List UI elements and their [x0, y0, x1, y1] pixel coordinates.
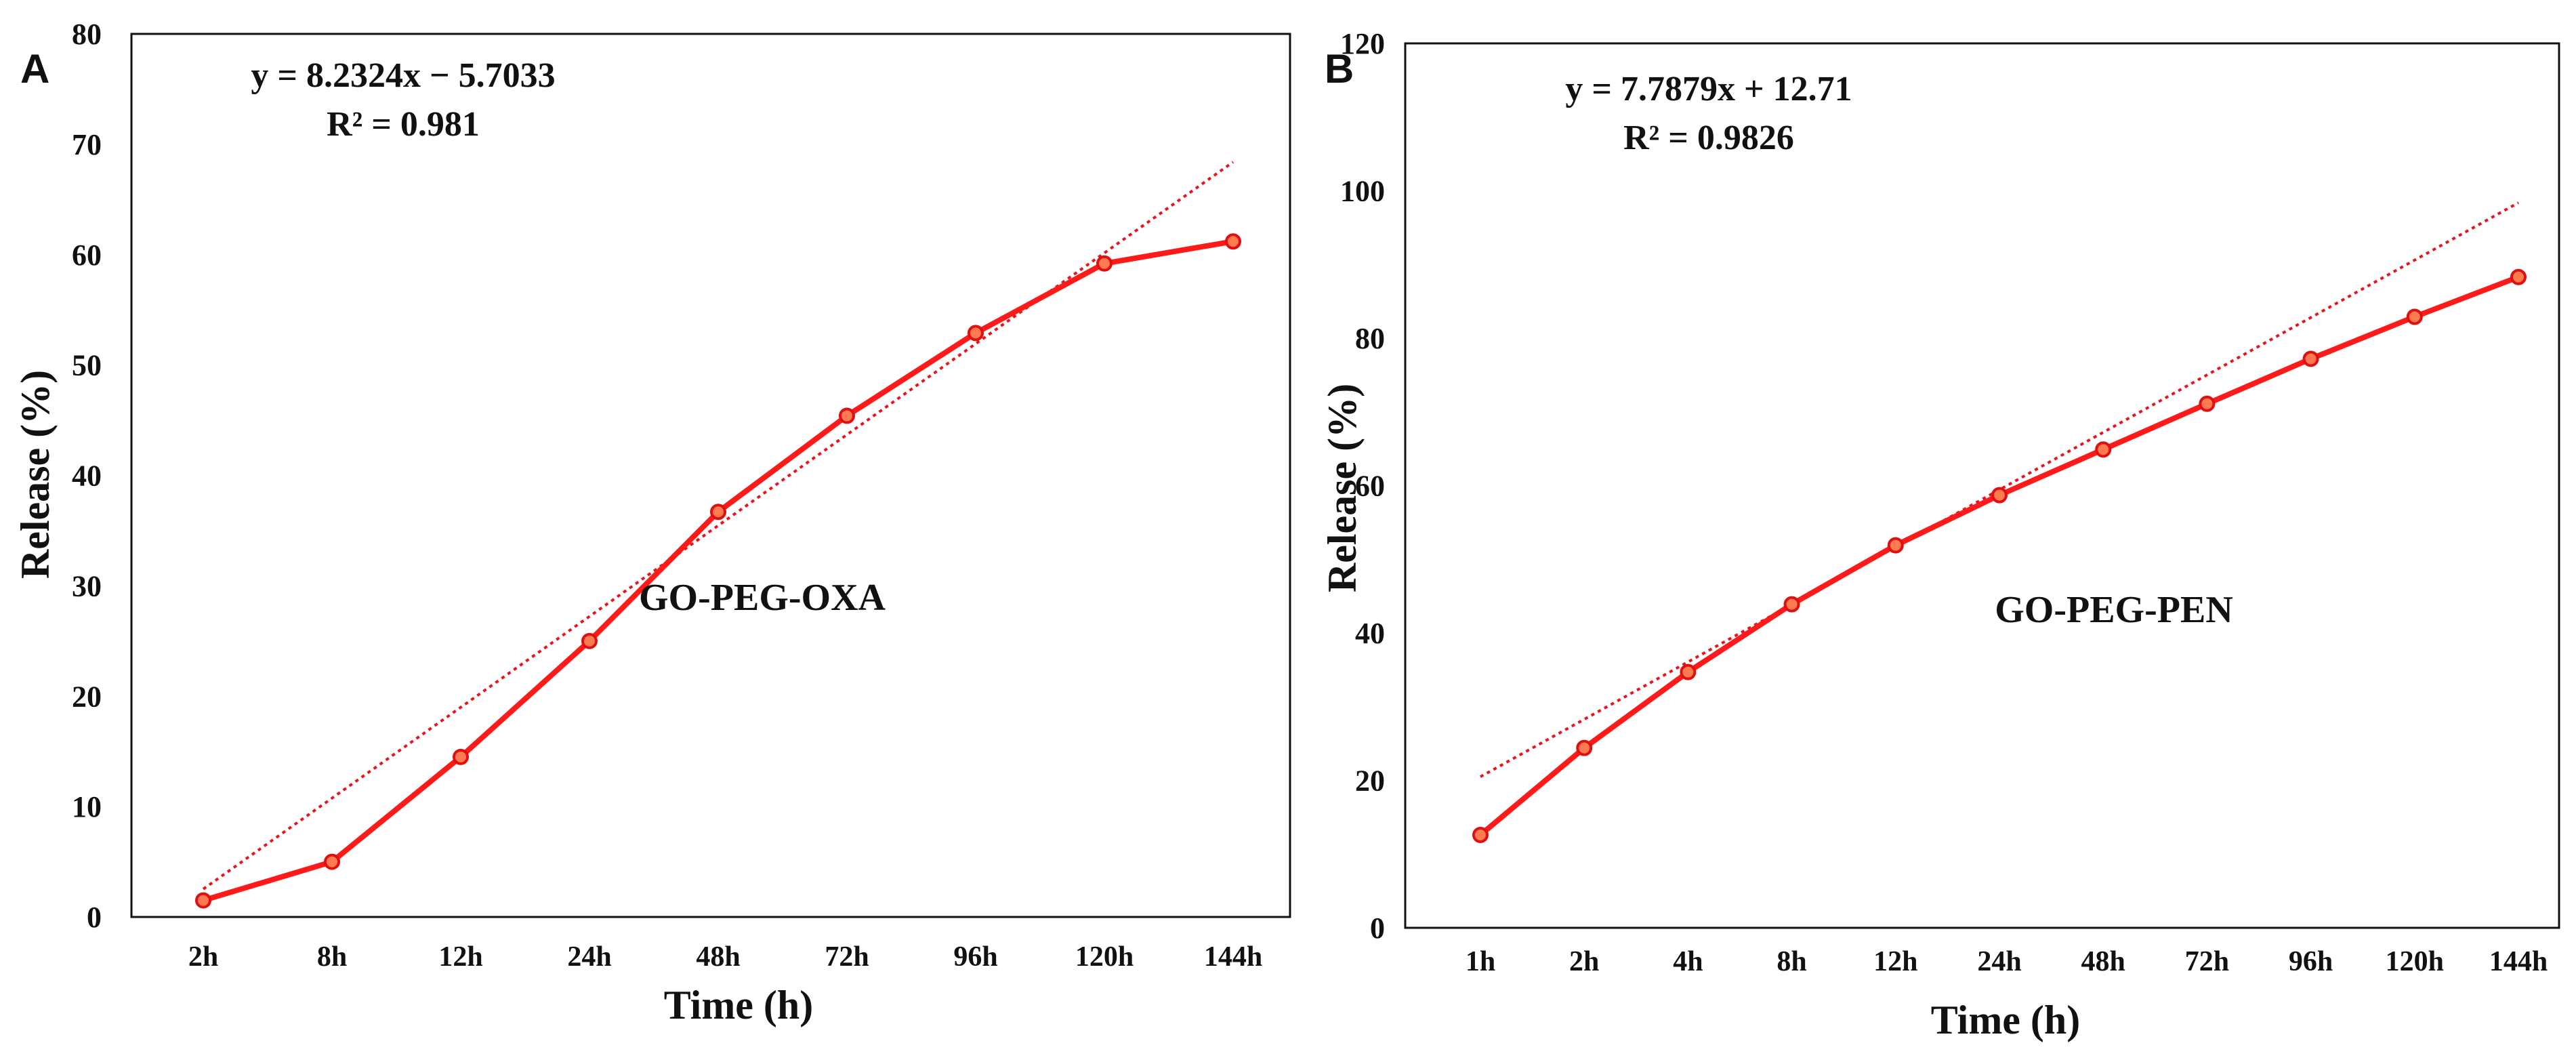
panel-a-trendline [202, 161, 1234, 891]
panel-b-y-tick-label: 80 [1355, 322, 1385, 355]
panel-b-series-annotation: GO-PEG-PEN [1995, 589, 2233, 631]
panel-b-x-tick-label: 8h [1777, 946, 1806, 977]
panel-a-y-tick-label: 10 [72, 790, 102, 823]
panel-a-r-squared: R² = 0.981 [327, 105, 480, 144]
panel-b-x-axis-title: Time (h) [1931, 998, 2081, 1042]
panel-a-y-tick-label: 60 [72, 239, 102, 272]
panel-a-x-tick-label: 2h [188, 941, 218, 973]
panel-b-data-point [1991, 487, 2008, 504]
panel-a-data-point [968, 325, 984, 342]
panel-b-x-tick-label: 96h [2289, 946, 2333, 977]
panel-a-series-line [201, 239, 1236, 903]
panel-b-data-point [2406, 308, 2423, 325]
panel-a-plot-frame [130, 33, 1291, 918]
panel-b-data-point [1783, 596, 1800, 613]
panel-b-x-tick-label: 2h [1569, 946, 1599, 977]
panel-b-x-tick-label: 72h [2185, 946, 2229, 977]
panel-a-y-axis-title: Release (%) [13, 370, 58, 579]
panel-b-x-tick-label: 48h [2081, 946, 2125, 977]
panel-a-y-tick-label: 30 [72, 569, 102, 603]
panel-b-y-tick-label: 60 [1355, 470, 1385, 503]
panel-a-y-tick-label: 20 [72, 680, 102, 713]
panel-b-y-tick-label: 120 [1340, 27, 1385, 60]
panel-b-data-point [2510, 268, 2527, 285]
panel-a-x-tick-label: 120h [1075, 941, 1134, 973]
panel-b-plot-frame [1404, 42, 2560, 929]
panel-b-y-tick-label: 100 [1340, 175, 1385, 208]
panel-a-data-point [195, 892, 211, 909]
panel-a-y-tick-label: 50 [72, 349, 102, 382]
panel-a-trend-equation: y = 8.2324x − 5.7033 [251, 56, 555, 95]
panel-b-data-point [2095, 441, 2112, 458]
panel-b-trend-equation: y = 7.7879x + 12.71 [1565, 70, 1852, 108]
panel-b-x-tick-label: 120h [2386, 946, 2444, 977]
panel-b-series-line [1478, 274, 2521, 838]
panel-a-data-point [839, 407, 855, 424]
panel-b-data-point [2199, 395, 2216, 412]
panel-a-x-tick-label: 144h [1204, 941, 1262, 973]
panel-a-x-tick-label: 72h [825, 941, 869, 973]
panel-b-x-tick-label: 1h [1466, 946, 1495, 977]
panel-a-data-point [1096, 255, 1113, 272]
panel-b-x-tick-label: 4h [1673, 946, 1703, 977]
panel-a-data-point [581, 632, 598, 649]
panel-b-data-point [1472, 826, 1489, 843]
panel-a-data-point [453, 748, 469, 765]
panel-a-label: A [20, 46, 49, 91]
panel-b-data-point [1887, 537, 1904, 554]
panel-b-x-tick-label: 144h [2489, 946, 2548, 977]
panel-a-y-tick-label: 70 [72, 128, 102, 161]
panel-a-data-point [1225, 233, 1241, 250]
panel-b-x-tick-label: 12h [1873, 946, 1917, 977]
panel-a-data-point [710, 504, 726, 520]
panel-a-series-annotation: GO-PEG-OXA [639, 577, 886, 619]
panel-a-x-axis-title: Time (h) [664, 983, 814, 1027]
panel-b-x-tick-label: 24h [1977, 946, 2021, 977]
panel-b-label: B [1325, 46, 1354, 91]
panel-a-data-point [324, 853, 340, 870]
panel-b-y-tick-label: 0 [1370, 912, 1385, 945]
panel-b-r-squared: R² = 0.9826 [1623, 119, 1794, 157]
panel-a-y-tick-label: 0 [87, 901, 102, 934]
panel-b-data-point [1680, 663, 1697, 680]
panel-a-x-tick-label: 12h [438, 941, 482, 973]
panel-a-x-tick-label: 48h [696, 941, 740, 973]
panel-a-x-tick-label: 24h [567, 941, 611, 973]
panel-a-x-tick-label: 8h [317, 941, 347, 973]
panel-b-y-tick-label: 40 [1355, 617, 1385, 650]
panel-b-data-point [2302, 350, 2319, 367]
panel-b-y-axis-title: Release (%) [1320, 384, 1365, 592]
panel-a-x-tick-label: 96h [953, 941, 997, 973]
panel-a-y-tick-label: 40 [72, 459, 102, 493]
panel-b-y-tick-label: 20 [1355, 764, 1385, 798]
panel-b-data-point [1576, 739, 1593, 756]
panel-a-y-tick-label: 80 [72, 18, 102, 51]
